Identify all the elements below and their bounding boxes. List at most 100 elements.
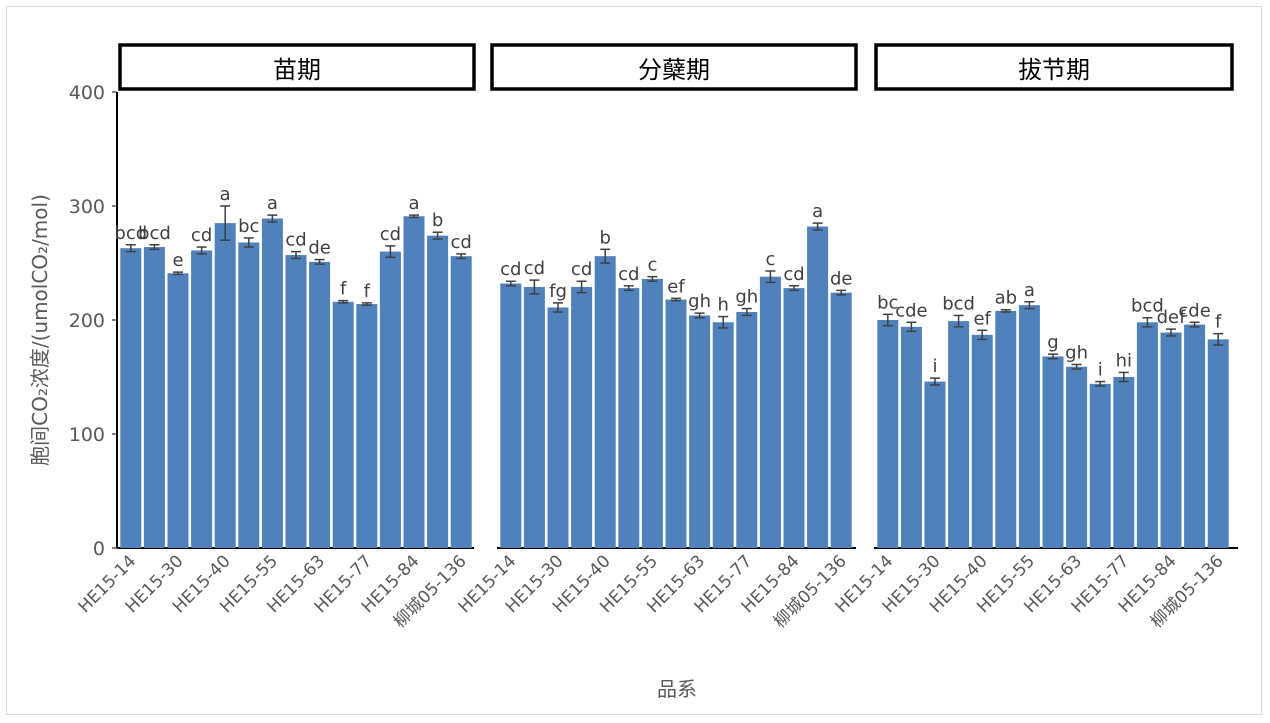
stage-header-box [118, 43, 476, 91]
bar [712, 322, 734, 548]
significance-letter: c [647, 255, 657, 276]
bar [877, 320, 899, 548]
y-tick-label: 300 [69, 196, 105, 218]
significance-letter: i [932, 356, 937, 377]
significance-letter: hi [1116, 350, 1132, 371]
bar [1089, 383, 1111, 548]
y-axis-label: 胞间CO₂浓度/(umolCO₂/mol) [28, 194, 52, 466]
significance-letter: bcd [138, 223, 171, 244]
bar [948, 321, 970, 548]
significance-letter: gh [688, 291, 711, 312]
significance-letter: cd [618, 264, 639, 285]
significance-letter: c [765, 249, 775, 270]
stage-header-box [874, 43, 1234, 91]
y-tick-label: 0 [93, 538, 105, 560]
significance-letter: cd [285, 230, 306, 251]
significance-letter: cd [451, 232, 472, 253]
bar [332, 301, 354, 548]
significance-letter: bcd [114, 223, 147, 244]
bar [783, 288, 805, 548]
significance-letter: h [717, 295, 728, 316]
significance-letter: b [432, 210, 443, 231]
bar [1113, 377, 1135, 548]
y-tick-label: 400 [69, 82, 105, 104]
significance-letter: gh [735, 287, 758, 308]
bar [759, 276, 781, 548]
bar [547, 307, 569, 548]
significance-letter: f [340, 279, 347, 300]
bar [665, 299, 687, 548]
bar [167, 273, 189, 548]
bar [500, 283, 522, 548]
significance-letter: de [308, 238, 331, 259]
bar [830, 292, 852, 548]
significance-letter: a [1024, 280, 1035, 301]
bar [214, 223, 236, 548]
bar [238, 242, 260, 549]
significance-letter: a [267, 193, 278, 214]
bar [261, 218, 283, 549]
significance-letter: ef [667, 276, 685, 297]
significance-letter: cd [783, 264, 804, 285]
chart-frame [6, 6, 1262, 715]
significance-letter: cd [380, 224, 401, 245]
significance-letter: bcd [942, 293, 975, 314]
stage-header-label: 苗期 [273, 56, 321, 84]
bar [618, 288, 640, 548]
significance-letter: def [1157, 307, 1187, 328]
bar [143, 247, 165, 549]
bar [594, 256, 616, 548]
bar [379, 251, 401, 548]
significance-letter: a [220, 184, 231, 205]
bar [191, 250, 213, 548]
bar [356, 304, 378, 548]
bar [403, 216, 425, 548]
significance-letter: a [408, 193, 419, 214]
bar [309, 261, 331, 548]
significance-letter: cd [191, 225, 212, 246]
significance-letter: f [1215, 312, 1222, 333]
significance-letter: b [599, 227, 610, 248]
significance-letter: g [1047, 332, 1058, 353]
significance-letter: gh [1065, 342, 1088, 363]
stage-header-box [490, 43, 858, 91]
x-tick-labels: HE15-14HE15-30HE15-40HE15-55HE15-63HE15-… [75, 551, 1228, 632]
x-axis-label: 品系 [657, 677, 697, 701]
significance-letter: f [364, 281, 371, 302]
bar [971, 334, 993, 548]
bar [571, 286, 593, 548]
bar [450, 256, 472, 548]
bar [1160, 332, 1182, 548]
bar [1066, 366, 1088, 548]
significance-letter: bcd [1131, 296, 1164, 317]
significance-letter: bc [238, 216, 259, 237]
bar [1136, 322, 1158, 548]
y-tick-label: 100 [69, 424, 105, 446]
bar [523, 286, 545, 548]
significance-letter: cd [500, 259, 521, 280]
bar [120, 248, 142, 548]
bar [1207, 339, 1229, 548]
significance-letter: ef [973, 308, 991, 329]
bar [736, 312, 758, 548]
significance-letter: cd [524, 258, 545, 279]
bar [689, 315, 711, 548]
bar [641, 278, 663, 548]
bar [807, 226, 829, 548]
bar [1184, 324, 1206, 548]
stage-header-label: 拔节期 [1018, 56, 1090, 84]
stage-header-label: 分蘖期 [638, 56, 710, 84]
bar [995, 310, 1017, 548]
significance-letter: fg [549, 281, 567, 302]
significance-letter: bc [877, 292, 898, 313]
y-tick-label: 200 [69, 310, 105, 332]
significance-letter: cde [895, 300, 927, 321]
bar [1018, 305, 1040, 548]
bar [924, 381, 946, 548]
bar [900, 326, 922, 548]
stage-headers: 苗期 分蘖期 拔节期 [118, 43, 1234, 91]
significance-letter: cde [1178, 300, 1210, 321]
significance-letter: e [172, 250, 183, 271]
